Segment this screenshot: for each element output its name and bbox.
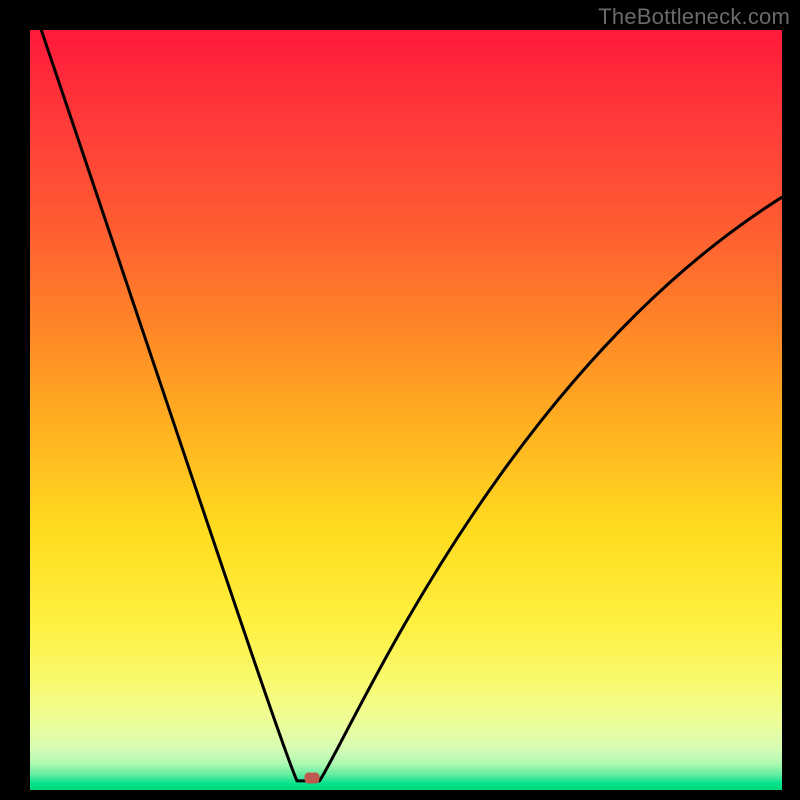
plot-area <box>30 30 782 790</box>
bottleneck-curve <box>41 30 782 781</box>
watermark-text: TheBottleneck.com <box>598 4 790 30</box>
curve-layer <box>30 30 782 790</box>
chart-frame: TheBottleneck.com <box>0 0 800 800</box>
optimum-marker <box>305 772 320 783</box>
